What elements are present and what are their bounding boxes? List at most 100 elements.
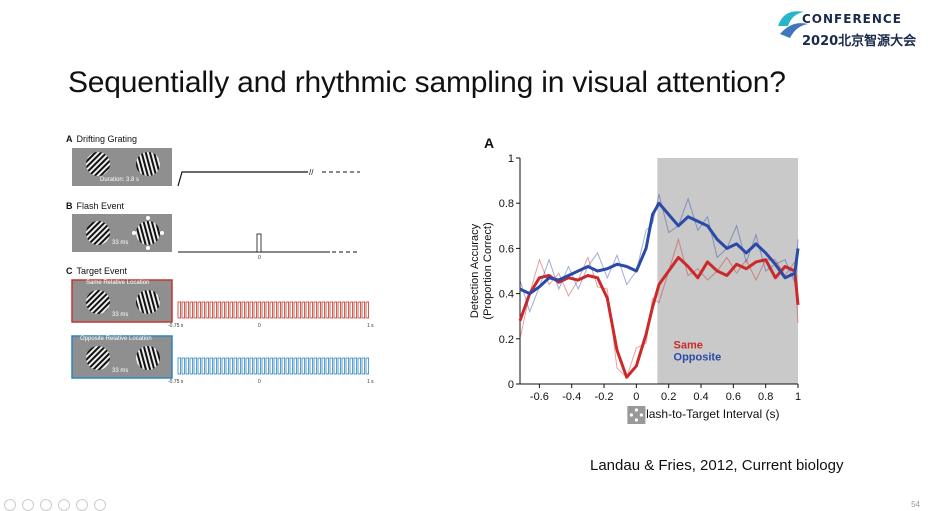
same-timeline-bar	[353, 301, 357, 319]
legend-opposite: Opposite	[674, 352, 722, 364]
flash-caption: 33 ms	[112, 240, 129, 246]
opposite-timeline-bar	[361, 357, 365, 375]
chart-panel-letter: A	[484, 135, 494, 151]
x-tick-label: 0	[633, 391, 639, 403]
same-timeline-bar	[357, 301, 361, 319]
y-axis-label: (Proportion Correct)	[482, 222, 494, 319]
same-timeline-bar	[313, 301, 317, 319]
same-timeline-bar	[277, 301, 281, 319]
y-tick-label: 0.8	[499, 198, 514, 210]
opposite-timeline-bar	[341, 357, 345, 375]
opposite-timeline-bar	[201, 357, 205, 375]
same-timeline-bar	[205, 301, 209, 319]
opposite-timeline-bar	[233, 357, 237, 375]
opposite-timeline-bar	[313, 357, 317, 375]
same-box-title: Same Relative Location	[86, 280, 150, 286]
x-tick-label: 0.8	[758, 391, 773, 403]
right-chart: 0 0.2 0.4 0.6 0.8 1 -0.6 -0.4 -0.2 0 0.2 0.4 0.6 0.8 1…	[460, 130, 820, 430]
same-timeline-bar	[185, 301, 189, 319]
opposite-timeline-bar	[349, 357, 353, 375]
opposite-timeline-bar	[193, 357, 197, 375]
flash-marker-icon	[627, 406, 646, 424]
y-tick-label: 0	[508, 379, 514, 391]
opposite-timeline-bar	[265, 357, 269, 375]
page-number: 54	[911, 500, 920, 509]
citation: Landau & Fries, 2012, Current biology	[590, 457, 844, 474]
same-timeline-bar	[273, 301, 277, 319]
x-tick-label: 0.2	[661, 391, 676, 403]
same-timeline-bar	[245, 301, 249, 319]
same-timeline-bar	[265, 301, 269, 319]
opposite-timeline-bar	[261, 357, 265, 375]
same-timeline-bar	[361, 301, 365, 319]
same-timeline-bar	[201, 301, 205, 319]
more-icon[interactable]	[94, 499, 106, 511]
same-timeline-bar	[229, 301, 233, 319]
opposite-timeline-bar	[357, 357, 361, 375]
same-timeline-bar	[213, 301, 217, 319]
same-timeline-bar	[177, 301, 181, 319]
y-tick-label: 0.6	[499, 243, 514, 255]
x-tick-label: 1	[795, 391, 801, 403]
section-c-label: C Target Event	[66, 266, 127, 276]
same-timeline-bar	[333, 301, 337, 319]
section-a-text: Drifting Grating	[76, 134, 138, 144]
same-timeline-bar	[281, 301, 285, 319]
same-timeline-bar	[345, 301, 349, 319]
same-timeline-bar	[269, 301, 273, 319]
shaded-region	[657, 158, 798, 384]
flash-tick-zero: 0	[258, 255, 261, 261]
paradigm-diagram: //	[71, 148, 369, 379]
same-tick-start: -0.75 s	[168, 323, 184, 329]
same-timeline-bar	[285, 301, 289, 319]
same-timeline-bar	[305, 301, 309, 319]
opposite-timeline-bar	[257, 357, 261, 375]
same-timeline-bar	[325, 301, 329, 319]
opposite-timeline-bar	[189, 357, 193, 375]
section-c-letter: C	[66, 266, 73, 276]
same-timeline-bar	[365, 301, 369, 319]
opposite-timeline-bar	[253, 357, 257, 375]
opposite-timeline-bar	[325, 357, 329, 375]
logo-conference-text: CONFERENCE	[802, 12, 902, 26]
same-timeline-bar	[193, 301, 197, 319]
opposite-timeline-bar	[245, 357, 249, 375]
opposite-timeline-bar	[185, 357, 189, 375]
same-timeline-bar	[317, 301, 321, 319]
next-icon[interactable]	[22, 499, 34, 511]
grid-icon[interactable]	[76, 499, 88, 511]
opposite-timeline-bar	[273, 357, 277, 375]
same-timeline-bar	[261, 301, 265, 319]
pen-icon[interactable]	[40, 499, 52, 511]
same-timeline-bar	[221, 301, 225, 319]
x-axis-label: Flash-to-Target Interval (s)	[639, 407, 780, 421]
opposite-timeline-bar	[293, 357, 297, 375]
opposite-timeline-bar	[209, 357, 213, 375]
same-timeline-bar	[225, 301, 229, 319]
opposite-timeline-bar	[225, 357, 229, 375]
same-timeline-bar	[337, 301, 341, 319]
left-figure: // A Drifting Grating Duration: 3.8 s B Fl…	[60, 130, 390, 390]
slide-title: Sequentially and rhythmic sampling in vi…	[68, 66, 786, 99]
opposite-timeline-bar	[249, 357, 253, 375]
opposite-timeline-bar	[321, 357, 325, 375]
x-tick-label: 0.4	[693, 391, 708, 403]
same-timeline-bar	[289, 301, 293, 319]
same-timeline-bar	[241, 301, 245, 319]
logo-event-text: 2020北京智源大会	[802, 34, 917, 49]
opposite-timeline-bar	[217, 357, 221, 375]
section-c-text: Target Event	[76, 266, 128, 276]
zoom-icon[interactable]	[58, 499, 70, 511]
y-tick-label: 0.2	[499, 334, 514, 346]
opposite-timeline-bar	[277, 357, 281, 375]
prev-icon[interactable]	[4, 499, 16, 511]
same-tick-end: 1 s	[367, 323, 374, 329]
section-a-label: A Drifting Grating	[66, 134, 137, 144]
same-box-caption: 33 ms	[112, 312, 129, 318]
opposite-timeline-bar	[289, 357, 293, 375]
opposite-timeline-bar	[237, 357, 241, 375]
opposite-timeline-bar	[365, 357, 369, 375]
opposite-timeline-bar	[285, 357, 289, 375]
opposite-timeline-bar	[181, 357, 185, 375]
same-timeline-bar	[329, 301, 333, 319]
